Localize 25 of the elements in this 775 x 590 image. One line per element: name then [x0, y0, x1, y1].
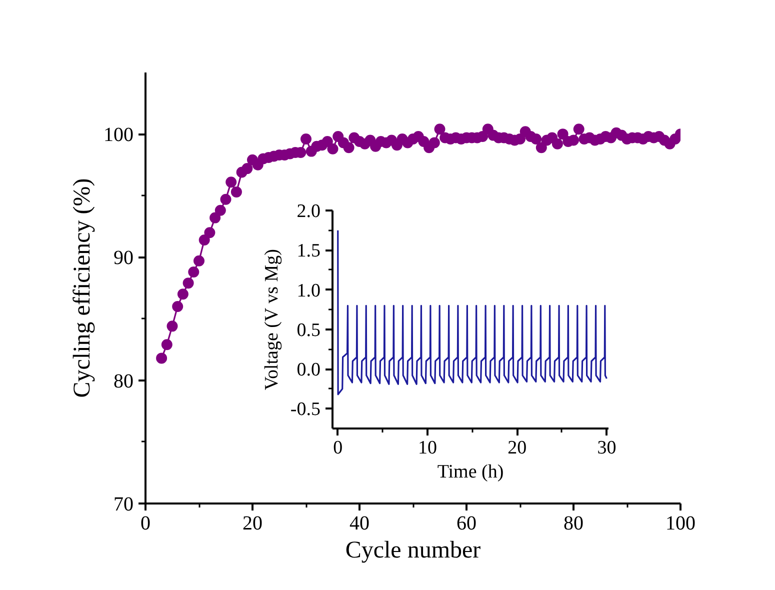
y-tick-label: 0.0 [296, 360, 320, 381]
x-tick-label: 0 [140, 512, 150, 534]
x-tick-label: 20 [242, 512, 262, 534]
x-tick-label: 10 [418, 438, 437, 458]
y-tick-label: 100 [104, 124, 134, 146]
y-tick-label: 90 [114, 247, 134, 270]
x-tick-label: 0 [333, 438, 343, 458]
x-tick-label: 30 [597, 438, 616, 458]
x-tick-label: 80 [564, 512, 584, 534]
y-tick-label: 0.5 [296, 320, 320, 341]
y-tick-label: 80 [114, 370, 134, 392]
y-axis-title: Voltage (V vs Mg) [261, 249, 282, 390]
x-tick-label: 60 [456, 512, 476, 534]
y-tick-label: -0.5 [290, 399, 320, 420]
x-tick-label: 40 [350, 512, 370, 534]
line-series [337, 230, 608, 396]
x-tick-label: 20 [508, 438, 527, 458]
x-tick-label: 100 [666, 512, 696, 534]
y-tick-label: 1.5 [296, 240, 320, 262]
y-axis-title: Cycling efficiency (%) [70, 178, 96, 398]
x-axis-title: Time (h) [437, 462, 504, 482]
y-tick-label: 70 [114, 494, 134, 516]
y-tick-label: 1.0 [296, 280, 320, 302]
x-axis-title: Cycle number [345, 538, 481, 564]
y-tick-label: 2.0 [296, 201, 320, 222]
